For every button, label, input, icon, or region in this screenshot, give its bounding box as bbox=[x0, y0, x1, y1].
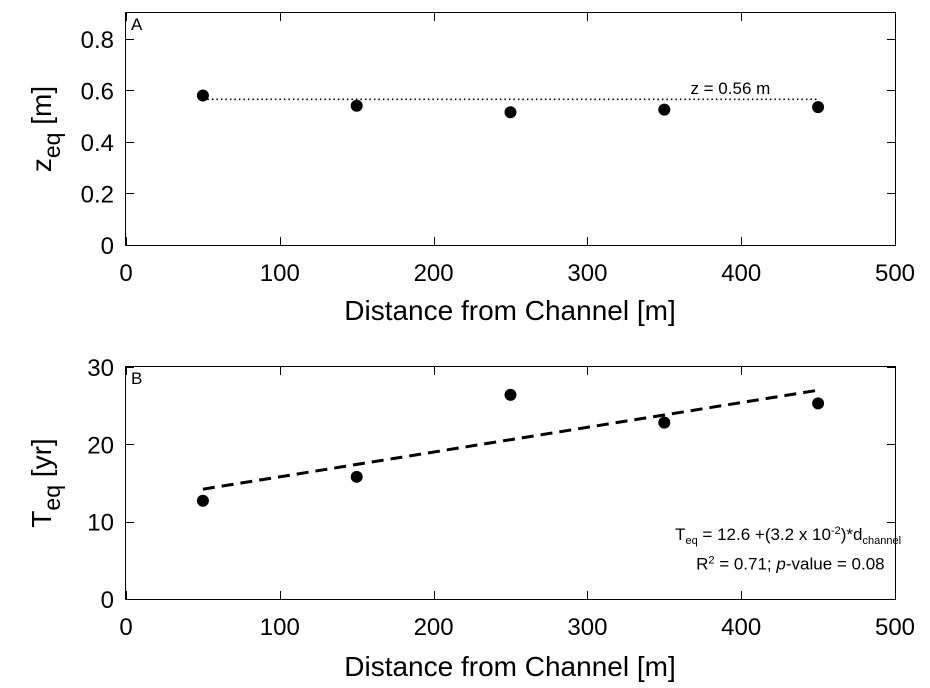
panel-b-x-tick-label: 200 bbox=[414, 614, 454, 641]
panel-b-y-axis-unit-space bbox=[26, 477, 57, 485]
panel-a-y-axis-sub: eq bbox=[39, 133, 65, 159]
panel-b-y-tick-label: 10 bbox=[87, 510, 114, 537]
panel-a-points bbox=[196, 89, 825, 119]
panel-a-data-point bbox=[350, 99, 363, 112]
panel-a-y-axis-title: zeq [m] bbox=[26, 86, 65, 172]
panel-a-annotation: z = 0.56 m bbox=[690, 79, 770, 98]
panel-a-tag: A bbox=[131, 15, 143, 34]
panel-b-x-tick-label: 100 bbox=[260, 614, 300, 641]
panel-b-frame bbox=[125, 366, 896, 600]
panel-a-y-tick-label: 0 bbox=[101, 233, 114, 260]
panel-a-y-axis-main: z bbox=[26, 158, 57, 172]
panel-a-data-point bbox=[658, 103, 671, 116]
panel-a-data-point bbox=[196, 89, 209, 102]
panel-b-ticks bbox=[126, 367, 896, 600]
panel-b-stats-p: p bbox=[775, 555, 785, 574]
panel-b-x-tick-label: 0 bbox=[119, 614, 132, 641]
panel-a-y-tick-label: 0.6 bbox=[81, 78, 114, 105]
panel-b-data-point bbox=[350, 470, 363, 483]
panel-b-x-axis-title: Distance from Channel [m] bbox=[344, 651, 675, 682]
panel-b-y-tick-label: 30 bbox=[87, 355, 114, 382]
panel-b: B 0 100 200 300 400 500 0 10 20 30 Teq = 12.6 +(3… bbox=[26, 355, 915, 682]
panel-b-data-point bbox=[196, 494, 209, 507]
panel-b-y-axis-sub: eq bbox=[39, 485, 65, 511]
panel-b-y-tick-label: 20 bbox=[87, 432, 114, 459]
panel-b-eq-exp: -2 bbox=[831, 525, 841, 537]
panel-a-frame bbox=[125, 12, 896, 246]
panel-b-x-tick-label: 500 bbox=[875, 614, 915, 641]
panel-a-y-axis-unit: [m] bbox=[26, 86, 57, 125]
panel-b-tag: B bbox=[131, 369, 142, 388]
panel-b-eq-d-sub: channel bbox=[862, 535, 901, 547]
panel-b-eq-T-sub: eq bbox=[685, 535, 697, 547]
panel-b-eq-T: T bbox=[675, 525, 685, 544]
svg-text:zeq [m]: zeq [m] bbox=[26, 86, 65, 172]
svg-text:Teq [yr]: Teq [yr] bbox=[26, 438, 65, 527]
panel-b-points bbox=[196, 388, 825, 507]
panel-b-y-tick-label: 0 bbox=[101, 587, 114, 614]
panel-b-stats: R2 = 0.71; p-value = 0.08 bbox=[696, 555, 885, 574]
panel-b-data-point bbox=[658, 416, 671, 429]
panel-a-y-tick-label: 0.4 bbox=[81, 130, 114, 157]
panel-a-x-tick-label: 0 bbox=[119, 260, 132, 287]
panel-a-data-point bbox=[504, 106, 517, 119]
panel-b-data-point bbox=[812, 397, 825, 410]
panel-a-x-axis-title: Distance from Channel [m] bbox=[344, 295, 675, 326]
panel-a-x-tick-label: 100 bbox=[260, 260, 300, 287]
panel-a-x-tick-label: 500 bbox=[875, 260, 915, 287]
panel-a-data-point bbox=[812, 101, 825, 114]
panel-b-stats-sq: 2 bbox=[708, 555, 714, 567]
panel-a-x-tick-label: 400 bbox=[721, 260, 761, 287]
panel-a-y-axis-unit-space bbox=[26, 125, 57, 133]
panel-a-y-tick-label: 0.2 bbox=[81, 181, 114, 208]
panel-a-x-tick-label: 300 bbox=[567, 260, 607, 287]
panel-b-y-axis-unit: [yr] bbox=[26, 438, 57, 477]
panel-b-stats-mid: = 0.71; bbox=[714, 555, 776, 574]
panel-b-x-tick-label: 300 bbox=[567, 614, 607, 641]
panel-b-eq-tail: )*d bbox=[841, 525, 863, 544]
panel-a-ticks bbox=[126, 13, 896, 246]
panel-b-x-tick-label: 400 bbox=[721, 614, 761, 641]
panel-b-stats-tail: -value = 0.08 bbox=[786, 555, 885, 574]
panel-b-fit-line bbox=[202, 388, 819, 491]
panel-b-data-point bbox=[504, 388, 517, 401]
panel-a-x-tick-label: 200 bbox=[414, 260, 454, 287]
panel-b-stats-R: R bbox=[696, 555, 708, 574]
panel-a: A 0 100 200 300 400 500 0 0.2 0.4 0.6 0.8 z = 0.56… bbox=[26, 12, 915, 326]
panel-a-tick-labels: 0 100 200 300 400 500 0 0.2 0.4 0.6 0.8 bbox=[81, 27, 915, 287]
panel-b-eq-mid: = 12.6 +(3.2 x 10 bbox=[698, 525, 831, 544]
panel-b-y-axis-title: Teq [yr] bbox=[26, 438, 65, 527]
panel-b-equation: Teq = 12.6 +(3.2 x 10-2)*dchannel bbox=[675, 525, 901, 547]
panel-a-y-tick-label: 0.8 bbox=[81, 27, 114, 54]
panel-b-y-axis-main: T bbox=[26, 511, 57, 528]
panel-b-tick-labels: 0 100 200 300 400 500 0 10 20 30 bbox=[87, 355, 915, 641]
